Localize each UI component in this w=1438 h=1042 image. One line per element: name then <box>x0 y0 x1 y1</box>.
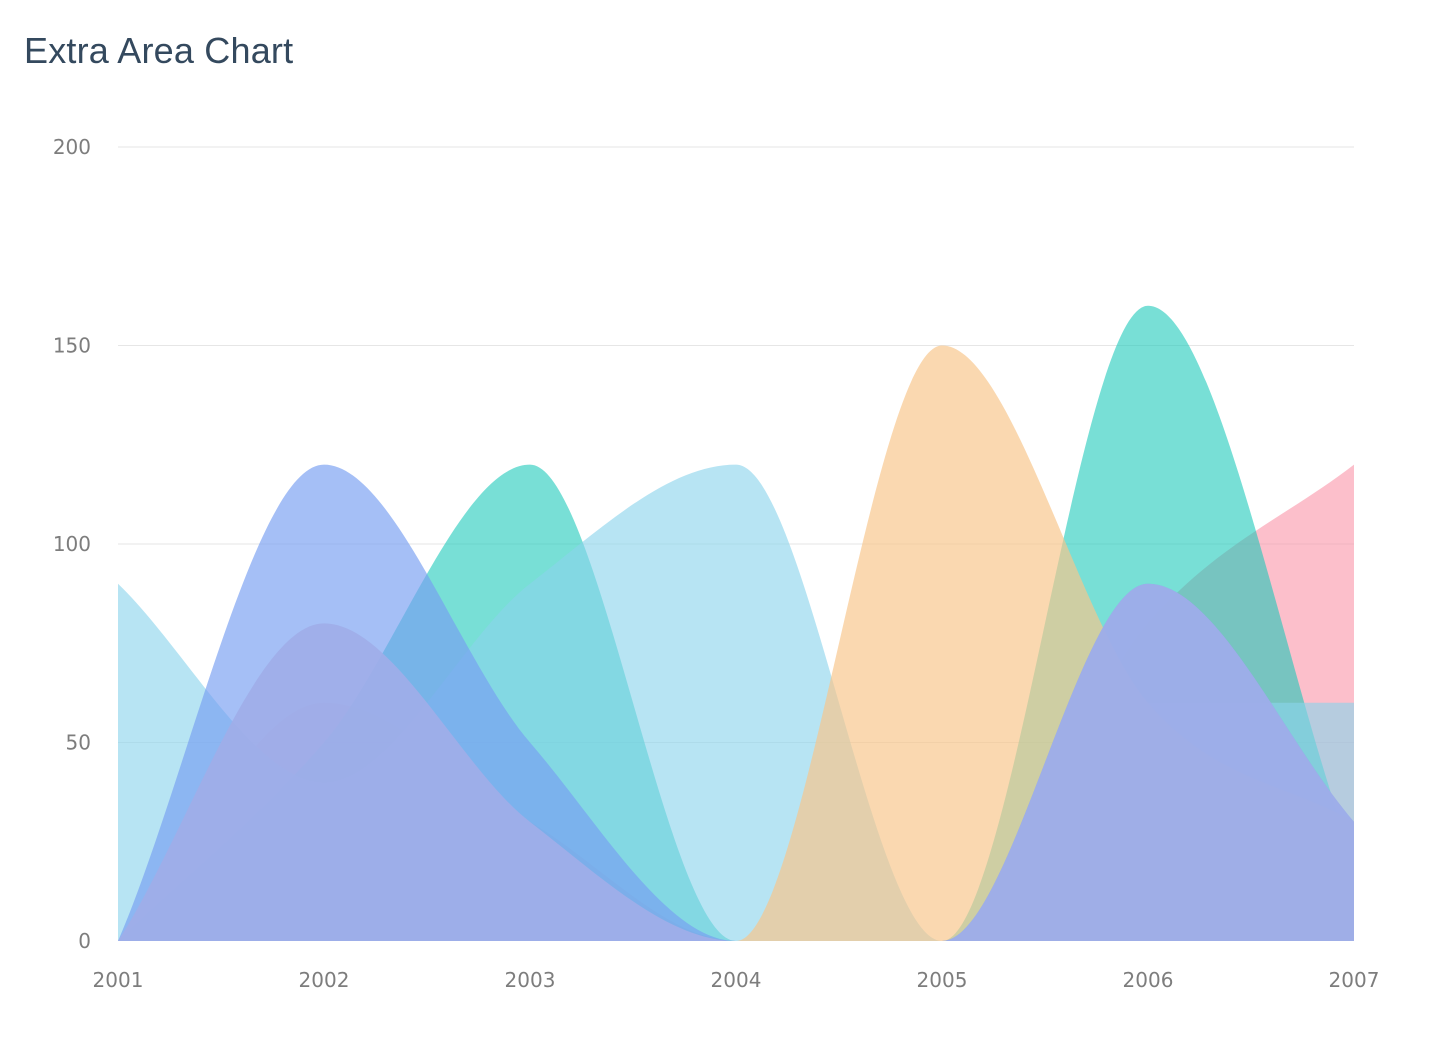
x-tick-label: 2004 <box>711 968 762 992</box>
y-axis-ticks: 0 50 100 150 200 <box>53 135 91 953</box>
y-tick-label: 0 <box>78 929 91 953</box>
y-tick-label: 150 <box>53 334 91 358</box>
chart-title: Extra Area Chart <box>24 30 294 71</box>
x-tick-label: 2003 <box>505 968 556 992</box>
area-series-group <box>118 305 1354 941</box>
y-tick-label: 200 <box>53 135 91 159</box>
x-tick-label: 2001 <box>93 968 144 992</box>
area-series-6 <box>118 583 1354 941</box>
x-axis-ticks: 2001 2002 2003 2004 2005 2006 2007 <box>93 968 1380 992</box>
y-tick-label: 50 <box>66 731 91 755</box>
x-tick-label: 2002 <box>299 968 350 992</box>
x-tick-label: 2007 <box>1329 968 1380 992</box>
x-tick-label: 2006 <box>1123 968 1174 992</box>
y-tick-label: 100 <box>53 532 91 556</box>
x-tick-label: 2005 <box>917 968 968 992</box>
